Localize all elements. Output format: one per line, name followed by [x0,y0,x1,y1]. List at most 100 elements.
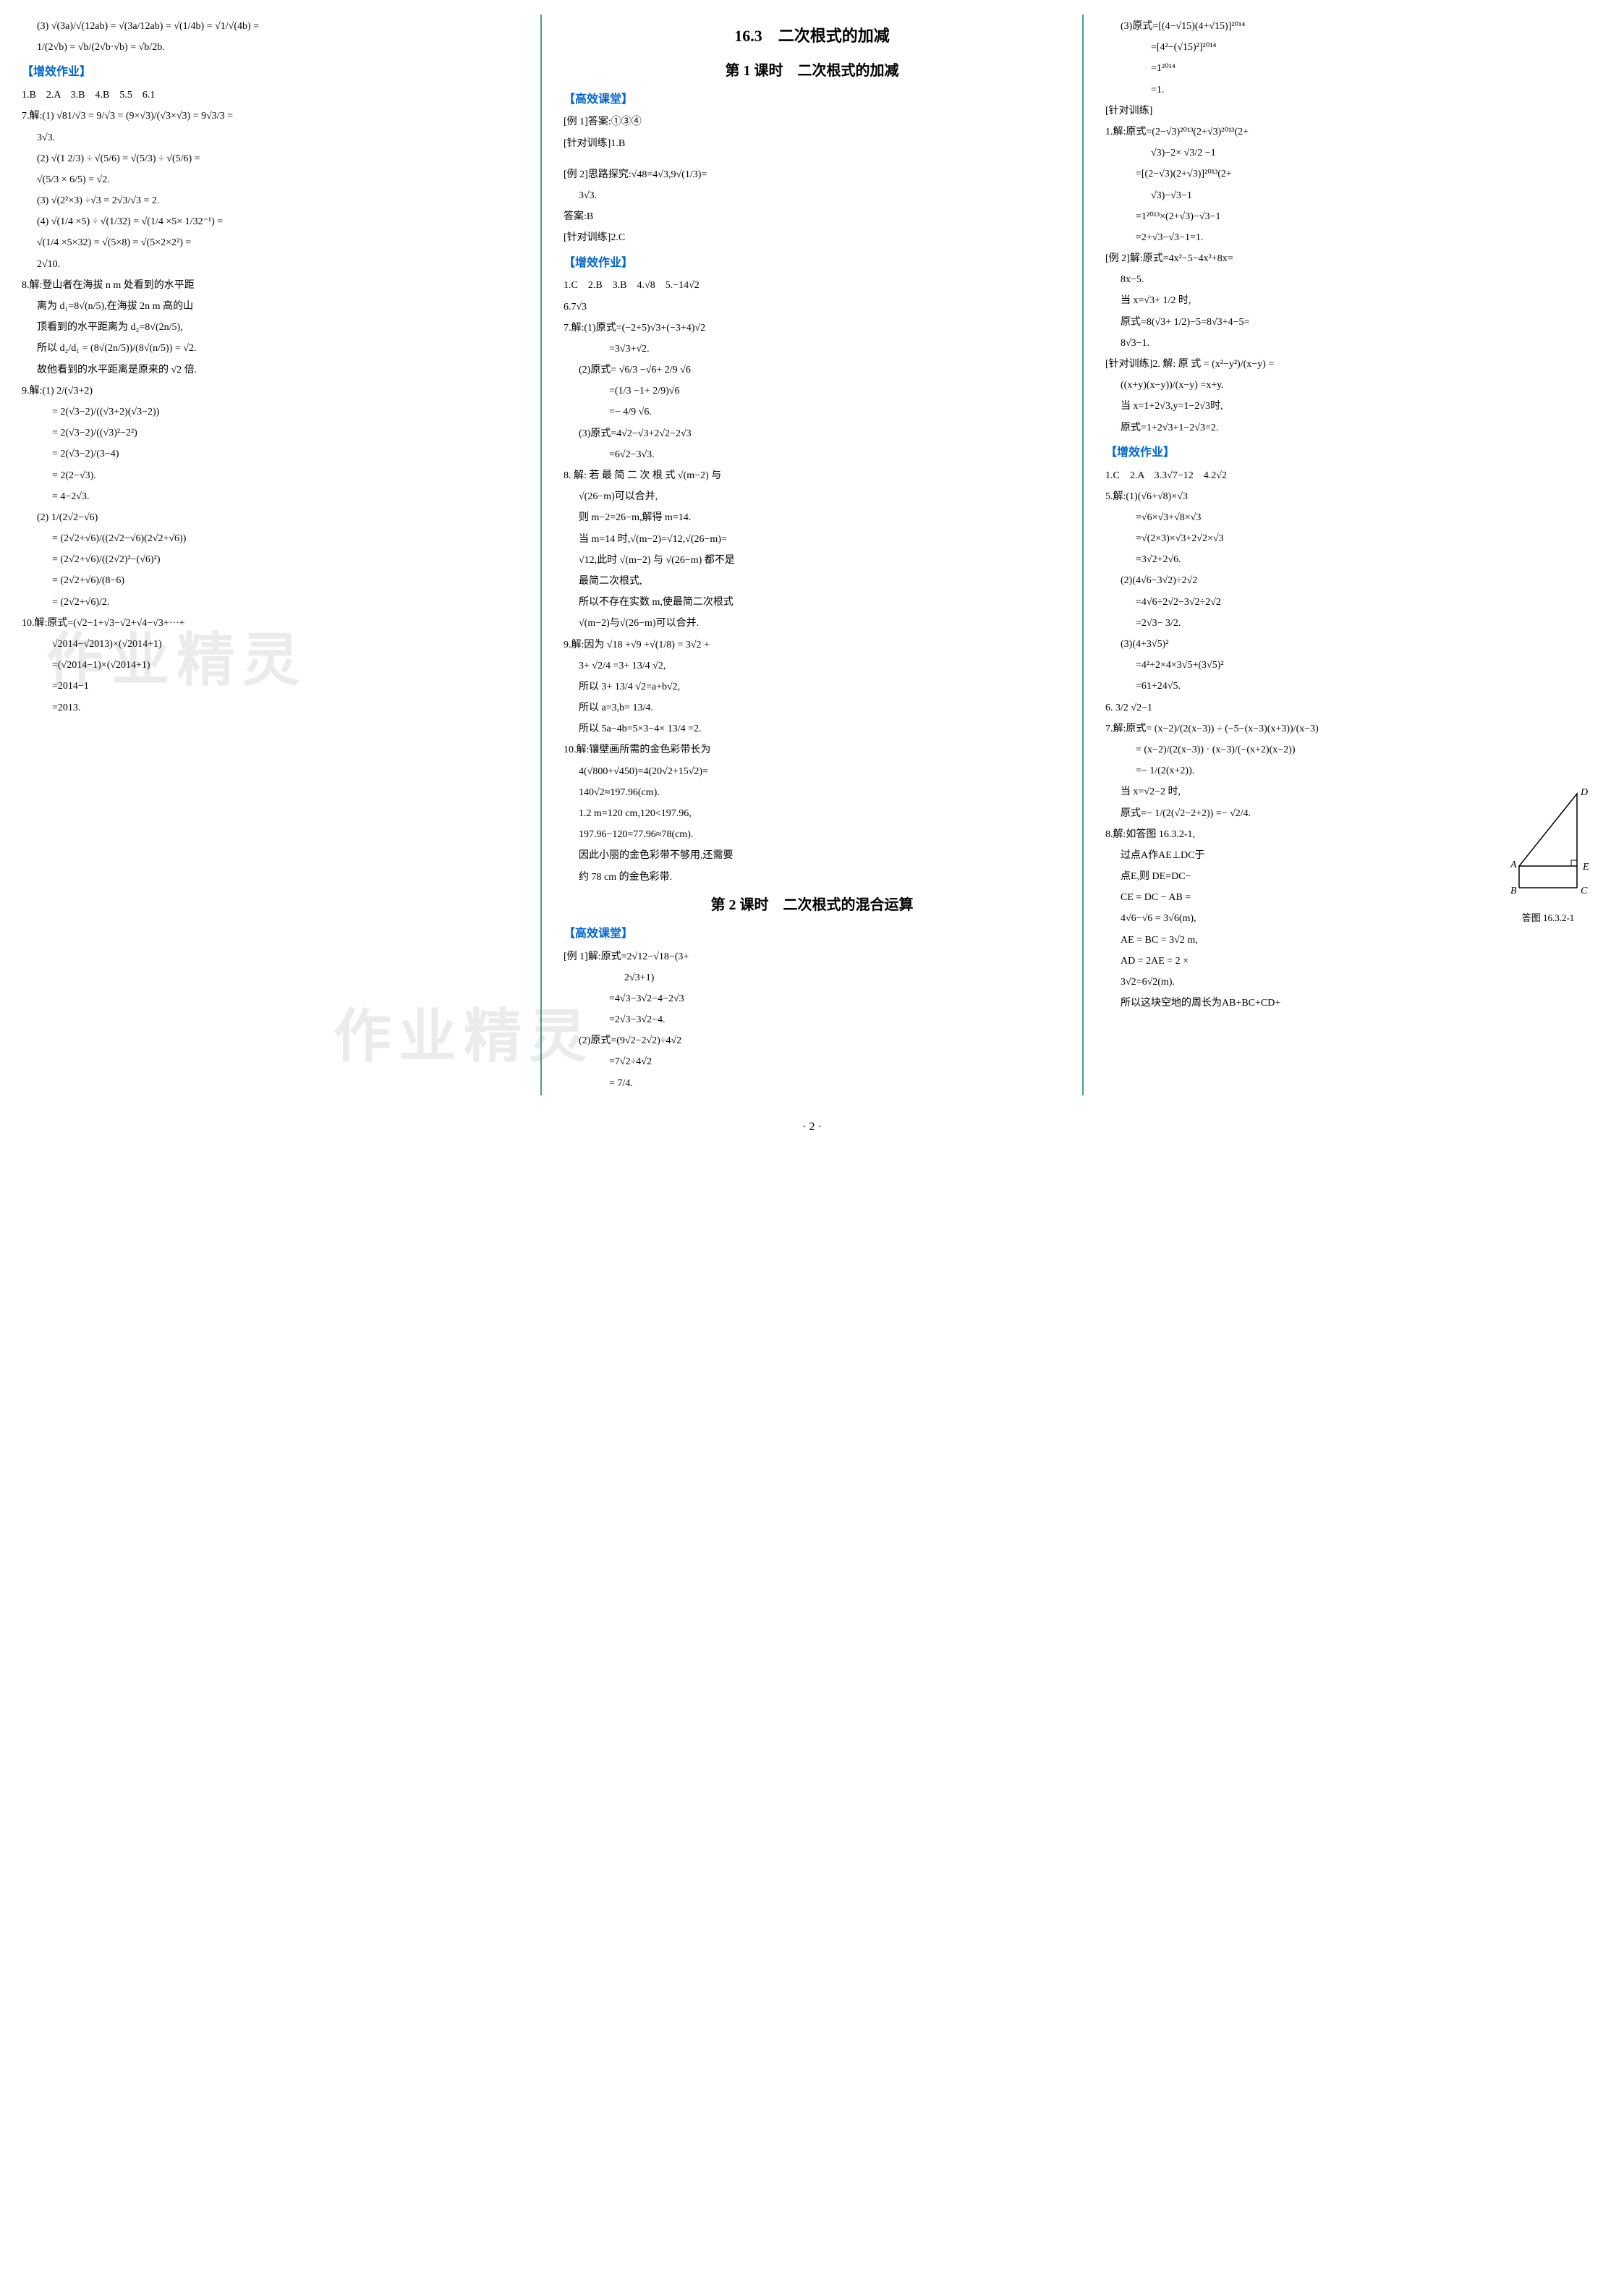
text-line: [例 2]解:原式=4x²−5−4x²+8x= [1105,250,1602,268]
svg-text:A: A [1510,860,1517,870]
text-line: (2) √(1 2/3) ÷ √(5/6) = √(5/3) ÷ √(5/6) … [22,150,519,168]
text-line: 3√3. [564,187,1060,205]
text-line: [例 1]答案:①③④ [564,113,1060,131]
text-line: √(1/4 ×5×32) = √(5×8) = √(5×2×2²) = [22,234,519,252]
text-line: (2) 1/(2√2−√6) [22,509,519,527]
text-line: 7.解:(1) √81/√3 = 9/√3 = (9×√3)/(√3×√3) =… [22,107,519,125]
text-line: 8.解:登山者在海拔 n m 处看到的水平距 [22,276,519,294]
svg-text:C: C [1581,886,1588,896]
text-line: √12,此时 √(m−2) 与 √(26−m) 都不是 [564,551,1060,569]
text-line: 2√10. [22,255,519,273]
text-line: =6√2−3√3. [564,446,1060,464]
text-line: 当 x=√3+ 1/2 时, [1105,292,1602,310]
text-line: =2√3− 3/2. [1105,614,1602,632]
text-line: √2014−√2013)×(√2014+1) [22,635,519,653]
text-line: 因此小丽的金色彩带不够用,还需要 [564,847,1060,865]
section-title-sub-2: 第 2 课时 二次根式的混合运算 [564,892,1060,918]
text-line: AD = 2AE = 2 × [1105,952,1602,970]
text-line: [针对训练] [1105,102,1602,120]
text-line: =2+√3−√3−1=1. [1105,229,1602,247]
text-line: 所以 5a−4b=5×3−4× 13/4 =2. [564,720,1060,738]
text-line: =√(2×3)×√3+2√2×√3 [1105,530,1602,548]
text-line: 所以 3+ 13/4 √2=a+b√2, [564,678,1060,696]
text-line: 9.解:(1) 2/(√3+2) [22,382,519,400]
column-divider-2 [1082,14,1084,1095]
text-line: 最简二次根式, [564,572,1060,590]
text-line: = 2(2−√3). [22,467,519,485]
svg-text:E: E [1582,862,1589,873]
text-line: 离为 d₁=8√(n/5),在海拔 2n m 高的山 [22,297,519,315]
text-line: =1²⁰¹⁴ [1105,59,1602,77]
text-line: 【高效课堂】 [564,90,1060,111]
text-line: 则 m−2=26−m,解得 m=14. [564,509,1060,527]
text-line: 【增效作业】 [564,253,1060,274]
text-line: 1/(2√b) = √b/(2√b·√b) = √b/2b. [22,38,519,56]
text-line: = 7/4. [564,1074,1060,1093]
text-line: (2)原式=(9√2−2√2)÷4√2 [564,1032,1060,1050]
text-line: 7.解:(1)原式=(−2+5)√3+(−3+4)√2 [564,319,1060,337]
text-line: ((x+y)(x−y))/(x−y) =x+y. [1105,376,1602,394]
text-line: = (2√2+√6)/(8−6) [22,572,519,590]
text-line: 当 x=1+2√3,y=1−2√3时, [1105,397,1602,415]
text-line: =(1/3 −1+ 2/9)√6 [564,382,1060,400]
text-line: 所以 d₂/d₁ = (8√(2n/5))/(8√(n/5)) = √2. [22,339,519,357]
text-line: 9.解:因为 √18 +√9 +√(1/8) = 3√2 + [564,636,1060,654]
text-line: 原式=8(√3+ 1/2)−5=8√3+4−5= [1105,313,1602,331]
text-line: =4√6÷2√2−3√2÷2√2 [1105,593,1602,611]
text-line: 197.96−120=77.96≈78(cm). [564,826,1060,844]
text-line: AE = BC = 3√2 m, [1105,931,1602,949]
text-line: √(26−m)可以合并, [564,488,1060,506]
text-line: 1.C 2.B 3.B 4.√8 5.−14√2 [564,276,1060,294]
text-line: =4√3−3√2−4−2√3 [564,990,1060,1008]
text-line: = (2√2+√6)/2. [22,593,519,611]
text-line: 1.解:原式=(2−√3)²⁰¹³(2+√3)²⁰¹³(2+ [1105,123,1602,141]
text-line: =1. [1105,81,1602,99]
text-line: 8x−5. [1105,271,1602,289]
text-line: √3)−2× √3/2 −1 [1105,144,1602,162]
text-line: 故他看到的水平距离是原来的 √2 倍. [22,361,519,379]
text-line: = 2(√3−2)/((√3+2)(√3−2)) [22,403,519,421]
text-line: 3√2=6√2(m). [1105,973,1602,991]
text-line: 2√3+1) [564,969,1060,987]
text-line: 所以 a=3,b= 13/4. [564,699,1060,717]
text-line: 所以这块空地的周长为AB+BC+CD+ [1105,994,1602,1012]
text-line: =[(2−√3)(2+√3)]²⁰¹³(2+ [1105,165,1602,183]
text-line: [例 2]思路探究:√48=4√3,9√(1/3)= [564,166,1060,184]
text-line: √(5/3 × 6/5) = √2. [22,171,519,189]
text-line: 10.解:原式=(√2−1+√3−√2+√4−√3+···+ [22,614,519,632]
text-line: 约 78 cm 的金色彩带. [564,868,1060,886]
text-line: 4(√800+√450)=4(20√2+15√2)= [564,763,1060,781]
text-line [564,156,1060,163]
text-line: 【高效课堂】 [564,924,1060,945]
text-line: = (2√2+√6)/((2√2−√6)(2√2+√6)) [22,530,519,548]
text-line: =4²+2×4×3√5+(3√5)² [1105,656,1602,674]
text-line: 7.解:原式= (x−2)/(2(x−3)) ÷ (−5−(x−3)(x+3))… [1105,720,1602,738]
text-line: = 2(√3−2)/(3−4) [22,445,519,463]
text-line: = (2√2+√6)/((2√2)²−(√6)²) [22,551,519,569]
text-line: =[4²−(√15)²]²⁰¹⁴ [1105,38,1602,56]
text-line: [针对训练]2.C [564,229,1060,247]
text-line: =1²⁰¹³×(2+√3)−√3−1 [1105,208,1602,226]
text-line: 1.C 2.A 3.3√7−12 4.2√2 [1105,467,1602,485]
text-line: =3√2+2√6. [1105,551,1602,569]
text-line: 【增效作业】 [1105,443,1602,464]
text-line: =2014−1 [22,677,519,695]
column-2: 16.3 二次根式的加减 第 1 课时 二次根式的加减 【高效课堂】[例 1]答… [556,14,1068,1095]
text-line: =√6×√3+√8×√3 [1105,509,1602,527]
text-line: √(m−2)与√(26−m)可以合并. [564,614,1060,632]
text-line: 140√2≈197.96(cm). [564,784,1060,802]
text-line: 6.7√3 [564,298,1060,316]
text-line: = 2(√3−2)/((√3)²−2²) [22,424,519,442]
text-line: [针对训练]2. 解: 原 式 = (x²−y²)/(x−y) = [1105,355,1602,373]
column-3: (3)原式=[(4−√15)(4+√15)]²⁰¹⁴=[4²−(√15)²]²⁰… [1098,14,1610,1095]
text-line: =(√2014−1)×(√2014+1) [22,656,519,674]
svg-text:B: B [1510,886,1517,896]
page-number: · 2 · [14,1117,1610,1138]
text-line: =2√3−3√2−4. [564,1011,1060,1029]
text-line: 所以不存在实数 m,使最简二次根式 [564,593,1060,611]
geometry-diagram: D A E B C 答图 16.3.2-1 [1497,786,1599,926]
text-line: = (x−2)/(2(x−3)) · (x−3)/(−(x+2)(x−2)) [1105,741,1602,759]
text-line: [例 1]解:原式=2√12−√18−(3+ [564,948,1060,966]
text-line: (2)(4√6−3√2)÷2√2 [1105,572,1602,590]
text-line: 8√3−1. [1105,334,1602,352]
